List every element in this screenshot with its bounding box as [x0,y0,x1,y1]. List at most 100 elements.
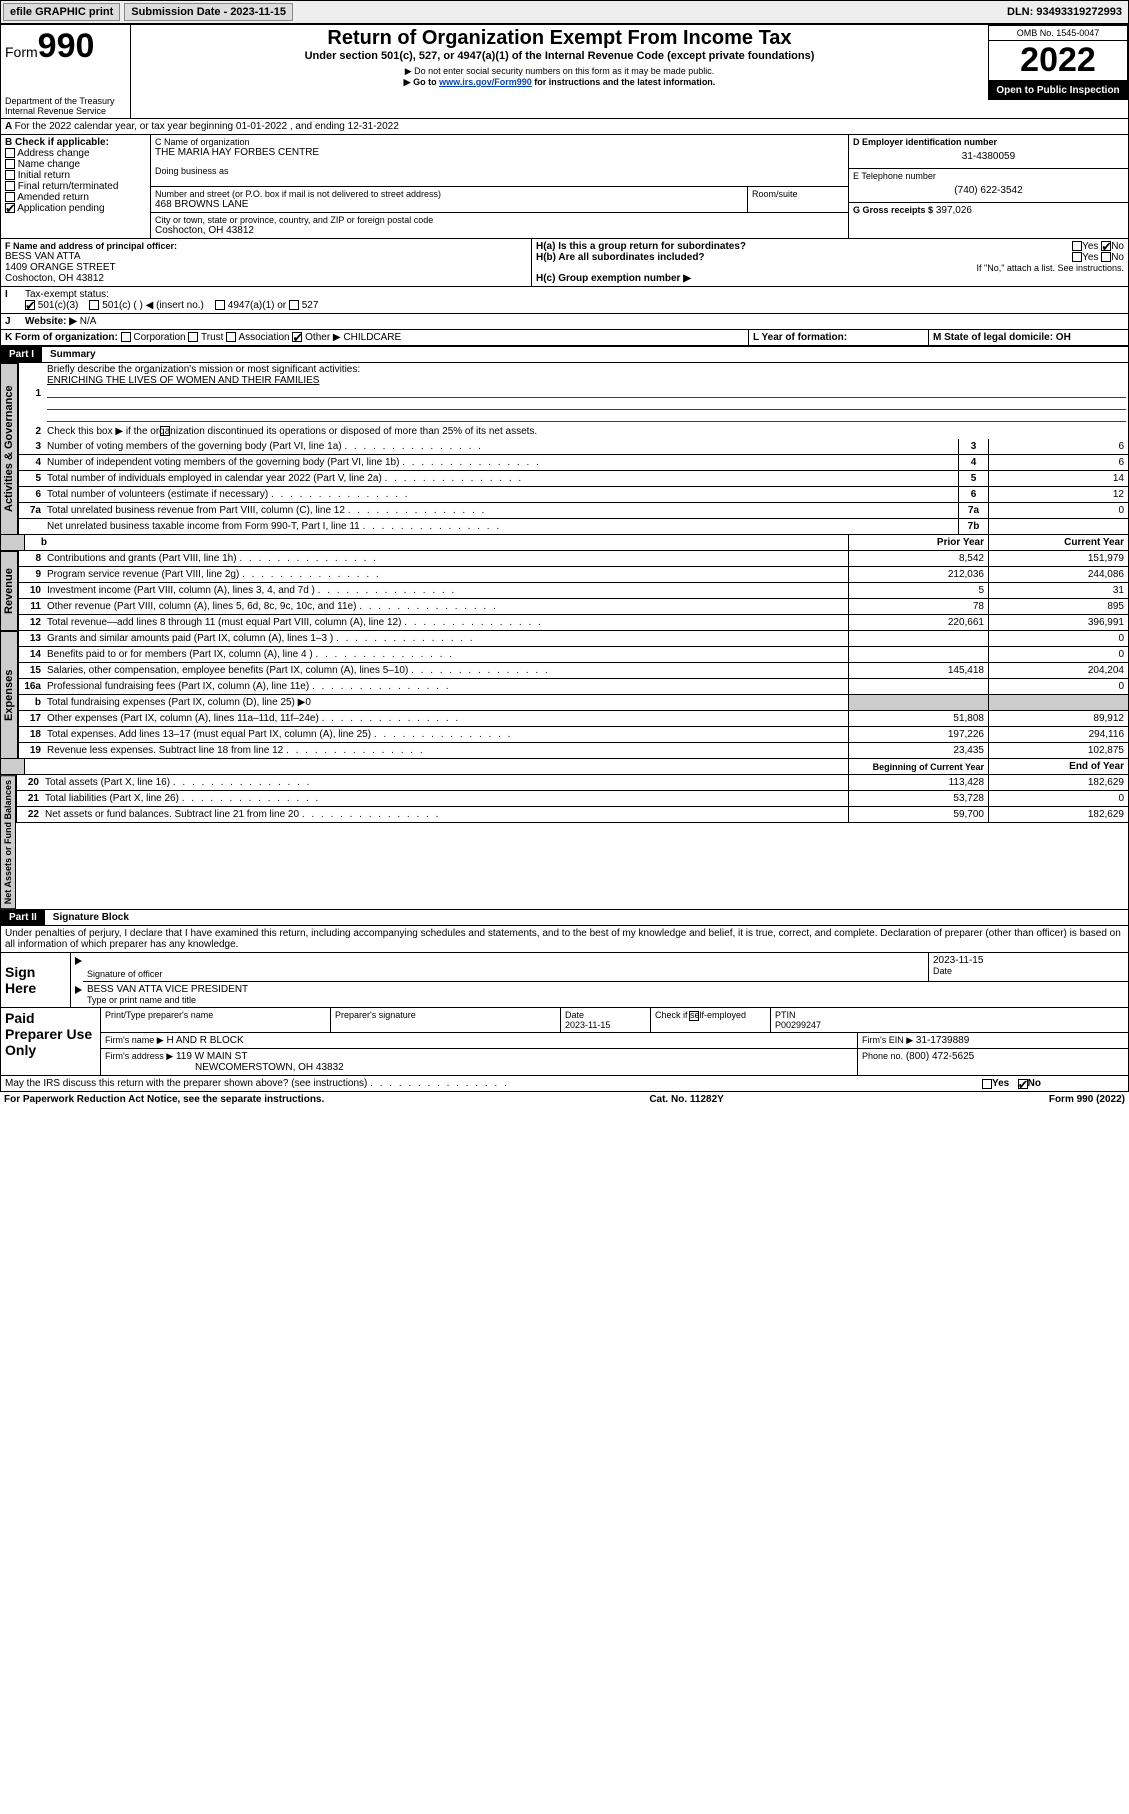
part1-title: Summary [42,347,104,362]
efile-button[interactable]: efile GRAPHIC print [3,3,120,21]
b-opt-2: Initial return [18,170,70,181]
sign-here-block: Sign Here Signature of officer 2023-11-1… [0,953,1129,1008]
current-year-hdr: Current Year [988,535,1128,550]
form-title: Return of Organization Exempt From Incom… [135,27,984,50]
checkbox-other[interactable] [292,332,302,342]
checkbox-4947[interactable] [215,300,225,310]
checkbox-discontinued[interactable] [160,426,170,436]
desc: Program service revenue (Part VIII, line… [45,568,848,581]
checkbox-pending[interactable] [5,203,15,213]
firm-name-cell: Firm's name ▶ H AND R BLOCK [101,1033,858,1048]
section-expenses: Expenses 13Grants and similar amounts pa… [0,631,1129,759]
prior: 23,435 [848,743,988,758]
desc: Number of voting members of the governin… [45,440,958,453]
line-11: 11Other revenue (Part VIII, column (A), … [18,599,1128,615]
checkbox-ha-yes[interactable] [1072,241,1082,251]
bcdeg-block: B Check if applicable: Address change Na… [0,135,1129,239]
checkbox-corp[interactable] [121,332,131,342]
form-number: Form990 [5,27,126,66]
triangle-icon-2 [75,986,82,994]
c-addr-block: Number and street (or P.O. box if mail i… [151,187,848,213]
prior: 78 [848,599,988,614]
line-6: 6Total number of volunteers (estimate if… [18,487,1128,503]
j-letter: J [1,314,21,329]
checkbox-ha-no[interactable] [1101,241,1111,251]
current: 31 [988,583,1128,598]
checkbox-hb-no[interactable] [1101,252,1111,262]
tab-netassets: Net Assets or Fund Balances [0,775,16,909]
single-lines-container: 3Number of voting members of the governi… [18,439,1128,535]
val: 6 [988,455,1128,470]
sig-date-label: Date [933,966,1124,976]
checkbox-hb-yes[interactable] [1072,252,1082,262]
b-opt-pending[interactable]: Application pending [5,203,146,214]
num: 14 [19,649,45,660]
box: 7b [958,519,988,534]
line-22: 22Net assets or fund balances. Subtract … [16,807,1128,823]
checkbox-name[interactable] [5,159,15,169]
k-other: Other ▶ [305,332,340,343]
c-name-label: C Name of organization [155,137,844,147]
submission-date-button[interactable]: Submission Date - 2023-11-15 [124,3,293,21]
checkbox-trust[interactable] [188,332,198,342]
section-revenue: Revenue 8Contributions and grants (Part … [0,551,1129,631]
checkbox-501c3[interactable] [25,300,35,310]
line-4: 4Number of independent voting members of… [18,455,1128,471]
fein-value: 31-1739889 [916,1035,969,1046]
num: 16a [19,681,45,692]
current: 0 [988,631,1128,646]
desc: Benefits paid to or for members (Part IX… [45,648,848,661]
b-opt-name[interactable]: Name change [5,159,146,170]
faddr-value1: 119 W MAIN ST [176,1051,248,1062]
desc: Other expenses (Part IX, column (A), lin… [45,712,848,725]
checkbox-may-yes[interactable] [982,1079,992,1089]
footer-center: Cat. No. 11282Y [649,1094,723,1105]
b-opt-amended[interactable]: Amended return [5,192,146,203]
activities-body: 1 Briefly describe the organization's mi… [18,363,1129,535]
checkbox-may-no[interactable] [1018,1079,1028,1089]
hb-yesno: Yes No [1072,252,1124,263]
checkbox-selfemployed[interactable] [689,1011,699,1021]
checkbox-address[interactable] [5,148,15,158]
tri-1 [71,953,83,982]
hb-row: H(b) Are all subordinates included? Yes … [536,252,1124,263]
b-opt-address[interactable]: Address change [5,148,146,159]
checkbox-527[interactable] [289,300,299,310]
end-year-hdr: End of Year [988,759,1128,774]
checkbox-501c[interactable] [89,300,99,310]
num: 18 [19,729,45,740]
ha-label: H(a) Is this a group return for subordin… [536,241,746,252]
b-opt-final[interactable]: Final return/terminated [5,181,146,192]
desc: Contributions and grants (Part VIII, lin… [45,552,848,565]
irs-label: Internal Revenue Service [5,106,126,116]
dba-label: Doing business as [155,166,844,176]
firm-addr-cell: Firm's address ▶ 119 W MAIN ST NEWCOMERS… [101,1049,858,1075]
e-block: E Telephone number (740) 622-3542 [849,169,1128,203]
form-990: 990 [38,27,95,65]
k-corp: Corporation [133,332,185,343]
footer-990: 990 [1077,1094,1094,1105]
may-irs-text: May the IRS discuss this return with the… [1,1076,978,1091]
paid-row-2: Firm's name ▶ H AND R BLOCK Firm's EIN ▶… [101,1033,1128,1049]
rule-1 [47,386,1126,398]
desc: Total expenses. Add lines 13–17 (must eq… [45,728,848,741]
line-16a: 16aProfessional fundraising fees (Part I… [18,679,1128,695]
addr-cell: Number and street (or P.O. box if mail i… [151,187,748,212]
b-opt-4: Amended return [17,192,89,203]
desc: Net unrelated business taxable income fr… [45,520,958,533]
hb-label: H(b) Are all subordinates included? [536,252,705,263]
checkbox-assoc[interactable] [226,332,236,342]
checkbox-final[interactable] [5,181,15,191]
desc: Total revenue—add lines 8 through 11 (mu… [45,616,848,629]
yes-label: Yes [1082,241,1098,252]
sign-row-1: Signature of officer 2023-11-15 Date [71,953,1128,982]
checkbox-initial[interactable] [5,170,15,180]
prior: 51,808 [848,711,988,726]
desc: Number of independent voting members of … [45,456,958,469]
b-opt-initial[interactable]: Initial return [5,170,146,181]
current: 294,116 [988,727,1128,742]
line-17: 17Other expenses (Part IX, column (A), l… [18,711,1128,727]
irs-link[interactable]: www.irs.gov/Form990 [439,77,532,87]
pdate-label: Date [565,1010,584,1020]
section-m: M State of legal domicile: OH [928,330,1128,345]
